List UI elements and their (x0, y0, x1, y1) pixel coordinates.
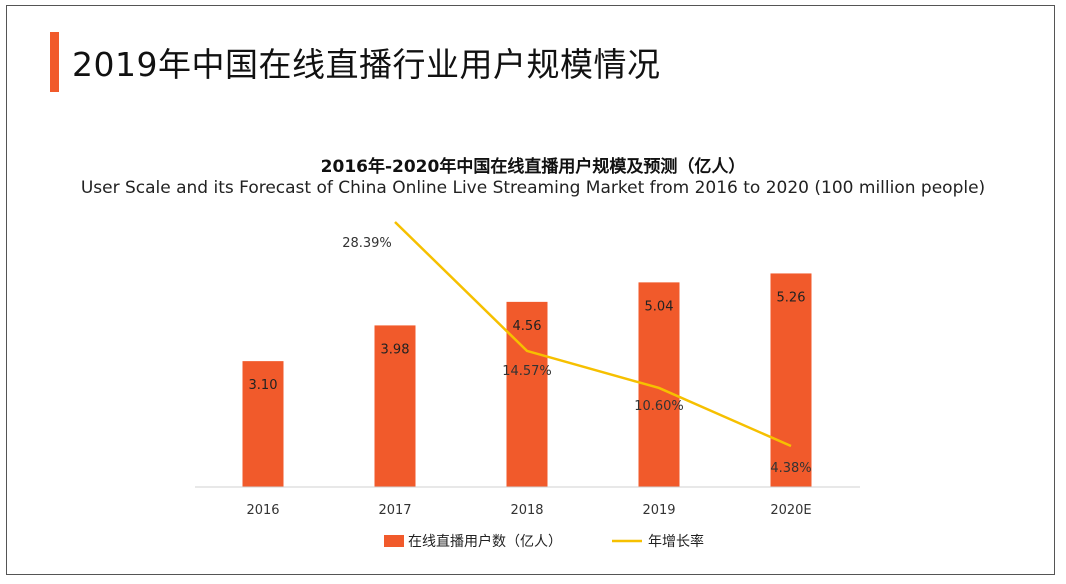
slide-frame (6, 5, 1055, 575)
rate-label-2018: 14.57% (502, 364, 552, 379)
x-axis-ticks: 2016 2017 2018 2019 2020E (246, 503, 811, 518)
x-tick-2016: 2016 (246, 503, 279, 518)
rate-label-2017: 28.39% (342, 236, 392, 251)
bar-2016 (242, 361, 284, 487)
growth-rate-series (394, 221, 792, 448)
growth-rate-line (394, 221, 792, 448)
x-tick-2017: 2017 (378, 503, 411, 518)
bar-label-2019: 5.04 (645, 299, 674, 314)
bar-2017 (374, 325, 416, 487)
legend-bar-swatch (384, 535, 404, 547)
data-labels: 3.10 3.98 4.56 5.04 5.26 28.39% 14.57% 10.60% 4.… (249, 236, 812, 476)
rate-label-2019: 10.60% (634, 399, 684, 414)
bar-2020E (770, 273, 812, 487)
x-tick-2018: 2018 (510, 503, 543, 518)
chart-title: 2016年-2020年中国在线直播用户规模及预测（亿人） (320, 157, 746, 177)
x-tick-2020E: 2020E (770, 503, 811, 518)
x-tick-2019: 2019 (642, 503, 675, 518)
page-title: 2019年中国在线直播行业用户规模情况 (72, 45, 661, 84)
bar-label-2016: 3.10 (249, 378, 278, 393)
legend-bar-label: 在线直播用户数（亿人） (408, 533, 562, 550)
chart-subtitle: User Scale and its Forecast of China Onl… (80, 178, 986, 198)
bar-label-2020E: 5.26 (777, 290, 806, 305)
legend-line-label: 年增长率 (648, 533, 704, 550)
bar-series (242, 273, 812, 487)
bar-label-2018: 4.56 (513, 319, 542, 334)
legend: 在线直播用户数（亿人） 年增长率 (384, 533, 704, 550)
title-accent-bar (50, 32, 59, 92)
rate-label-2020E: 4.38% (770, 461, 811, 476)
bar-2018 (506, 301, 548, 487)
bar-label-2017: 3.98 (381, 342, 410, 357)
